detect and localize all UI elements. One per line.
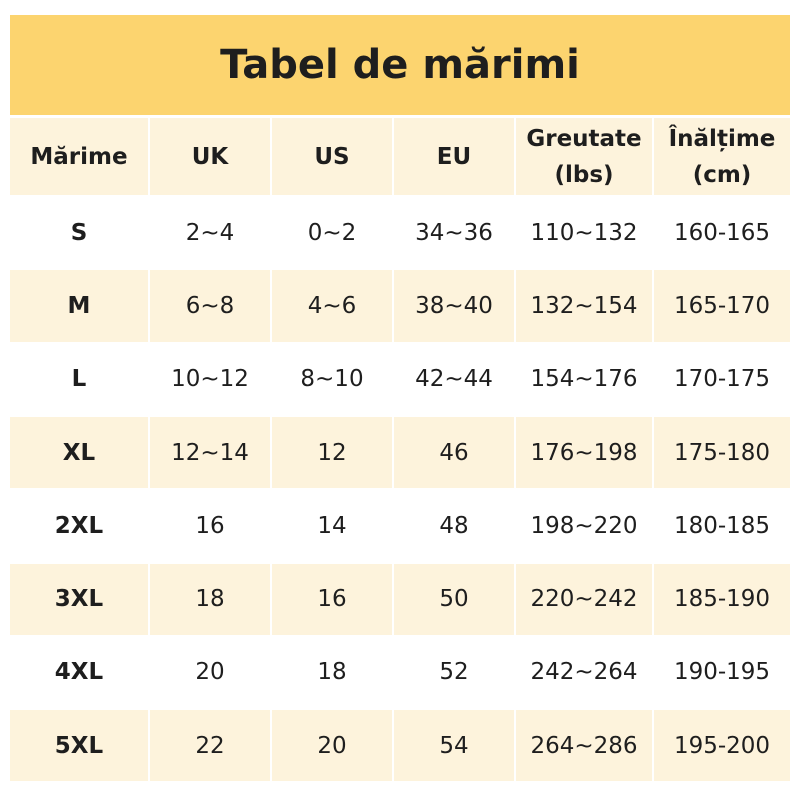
size-cell: 2XL <box>54 512 104 539</box>
value-cell: 220~242 <box>516 563 652 635</box>
header-text: (lbs) <box>554 161 614 188</box>
value-cell: 176~198 <box>516 416 652 489</box>
value-cell: 170-175 <box>673 366 771 393</box>
header-text: Greutate <box>526 125 642 152</box>
value-cell: 6~8 <box>150 270 270 342</box>
value-cell: 12 <box>272 416 392 489</box>
value-cell: 38~40 <box>394 270 514 342</box>
value-cell: 18 <box>317 659 347 686</box>
header-text: (cm) <box>692 161 752 188</box>
value-cell: 42~44 <box>415 366 493 393</box>
size-cell: L <box>71 366 87 393</box>
value-cell: 165-170 <box>654 270 790 342</box>
value-cell: 16 <box>272 563 392 635</box>
header-cell: US <box>272 118 392 195</box>
size-cell: S <box>70 219 88 246</box>
value-cell: 0~2 <box>307 219 357 246</box>
header-cell: EU <box>394 118 514 195</box>
value-cell: 110~132 <box>530 219 638 246</box>
size-cell: XL <box>10 416 148 489</box>
value-cell: 160-165 <box>673 219 771 246</box>
header-text: Înălțime <box>668 125 776 152</box>
header-cell: Înălțime (cm) <box>654 118 790 195</box>
value-cell: 195-200 <box>654 710 790 782</box>
value-cell: 264~286 <box>516 710 652 782</box>
header-text: EU <box>436 143 472 170</box>
header-cell: UK <box>150 118 270 195</box>
value-cell: 34~36 <box>415 219 493 246</box>
header-cell: Mărime <box>10 118 148 195</box>
value-cell: 2~4 <box>185 219 235 246</box>
value-cell: 185-190 <box>654 563 790 635</box>
value-cell: 180-185 <box>673 512 771 539</box>
value-cell: 50 <box>394 563 514 635</box>
size-cell: M <box>10 270 148 342</box>
value-cell: 10~12 <box>171 366 249 393</box>
value-cell: 132~154 <box>516 270 652 342</box>
value-cell: 190-195 <box>673 659 771 686</box>
value-cell: 198~220 <box>530 512 638 539</box>
header-text: Mărime <box>30 143 128 170</box>
header-cell: Greutate (lbs) <box>516 118 652 195</box>
value-cell: 4~6 <box>272 270 392 342</box>
header-text: UK <box>191 143 229 170</box>
title: Tabel de mărimi <box>10 15 790 115</box>
value-cell: 48 <box>439 512 469 539</box>
value-cell: 20 <box>195 659 225 686</box>
size-cell: 4XL <box>54 659 104 686</box>
value-cell: 8~10 <box>300 366 364 393</box>
size-cell: 5XL <box>10 710 148 782</box>
value-cell: 16 <box>195 512 225 539</box>
value-cell: 175-180 <box>654 416 790 489</box>
value-cell: 242~264 <box>530 659 638 686</box>
value-cell: 154~176 <box>530 366 638 393</box>
value-cell: 46 <box>394 416 514 489</box>
value-cell: 20 <box>272 710 392 782</box>
value-cell: 52 <box>439 659 469 686</box>
size-cell: 3XL <box>10 563 148 635</box>
value-cell: 22 <box>150 710 270 782</box>
value-cell: 18 <box>150 563 270 635</box>
value-cell: 54 <box>394 710 514 782</box>
header-text: US <box>314 143 350 170</box>
value-cell: 14 <box>317 512 347 539</box>
value-cell: 12~14 <box>150 416 270 489</box>
